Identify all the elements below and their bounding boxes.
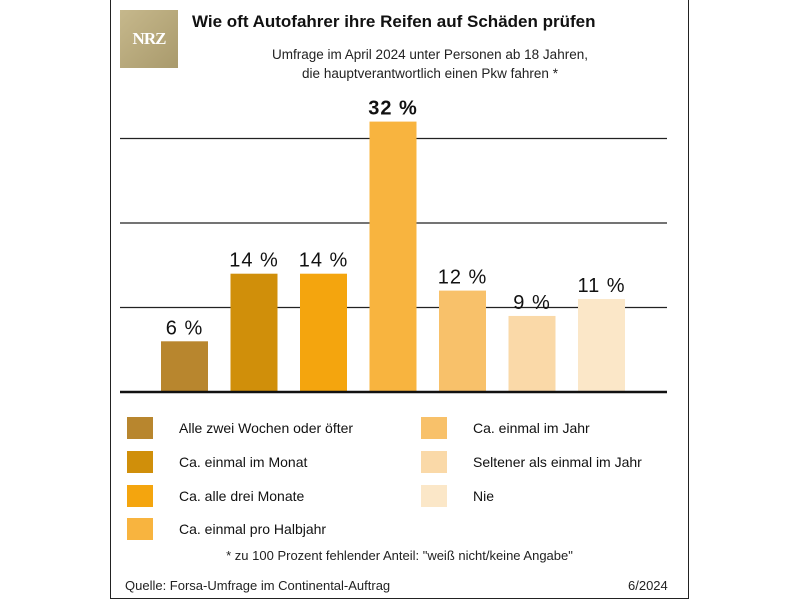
legend-label-7: Nie [473, 488, 495, 504]
bar-label-3: 14 % [299, 250, 349, 272]
legend-label-5: Ca. einmal im Jahr [473, 420, 590, 436]
subtitle-line-1: Umfrage im April 2024 unter Personen ab … [272, 47, 588, 62]
legend-swatch-7 [421, 485, 447, 507]
legend-item-5: Ca. einmal im Jahr [421, 417, 590, 439]
logo-text: NRZ [132, 29, 167, 48]
bar-5 [439, 290, 486, 392]
legend-item-6: Seltener als einmal im Jahr [421, 451, 642, 473]
bar-label-6: 9 % [513, 292, 550, 314]
legend-label-6: Seltener als einmal im Jahr [473, 454, 642, 470]
bar-label-7: 11 % [577, 275, 625, 297]
bar-label-5: 12 % [438, 267, 488, 289]
legend-item-7: Nie [421, 485, 494, 507]
bar-chart: 6 % 14 % 14 % 32 % 12 % 9 % 11 % [120, 98, 667, 394]
source-note: Quelle: Forsa-Umfrage im Continental-Auf… [125, 578, 391, 593]
legend-label-1: Alle zwei Wochen oder öfter [179, 420, 354, 436]
footnote: * zu 100 Prozent fehlender Anteil: "weiß… [226, 548, 573, 563]
bar-label-2: 14 % [229, 250, 279, 272]
legend-label-3: Ca. alle drei Monate [179, 488, 305, 504]
legend-item-1: Alle zwei Wochen oder öfter [127, 417, 353, 439]
legend-swatch-6 [421, 451, 447, 473]
legend-swatch-3 [127, 485, 153, 507]
legend-swatch-1 [127, 417, 153, 439]
bar-7 [578, 299, 625, 392]
legend-item-2: Ca. einmal im Monat [127, 451, 307, 473]
bar-label-4: 32 % [368, 98, 418, 120]
legend-swatch-4 [127, 518, 153, 540]
bar-label-1: 6 % [166, 317, 203, 339]
legend-label-2: Ca. einmal im Monat [179, 454, 308, 470]
legend-swatch-5 [421, 417, 447, 439]
bar-3 [300, 273, 347, 392]
chart-title: Wie oft Autofahrer ihre Reifen auf Schäd… [192, 12, 596, 31]
bar-2 [230, 273, 278, 392]
chart-subtitle: Umfrage im April 2024 unter Personen ab … [200, 45, 660, 83]
bar-1 [161, 341, 208, 392]
legend-item-4: Ca. einmal pro Halbjahr [127, 518, 326, 540]
legend-swatch-2 [127, 451, 153, 473]
bar-4 [369, 121, 417, 392]
legend-label-4: Ca. einmal pro Halbjahr [179, 521, 327, 537]
date-note: 6/2024 [628, 578, 668, 593]
bar-6 [508, 315, 556, 392]
legend-item-3: Ca. alle drei Monate [127, 485, 304, 507]
nrz-logo: NRZ [120, 10, 178, 68]
subtitle-line-2: die hauptverantwortlich einen Pkw fahren… [302, 66, 558, 81]
